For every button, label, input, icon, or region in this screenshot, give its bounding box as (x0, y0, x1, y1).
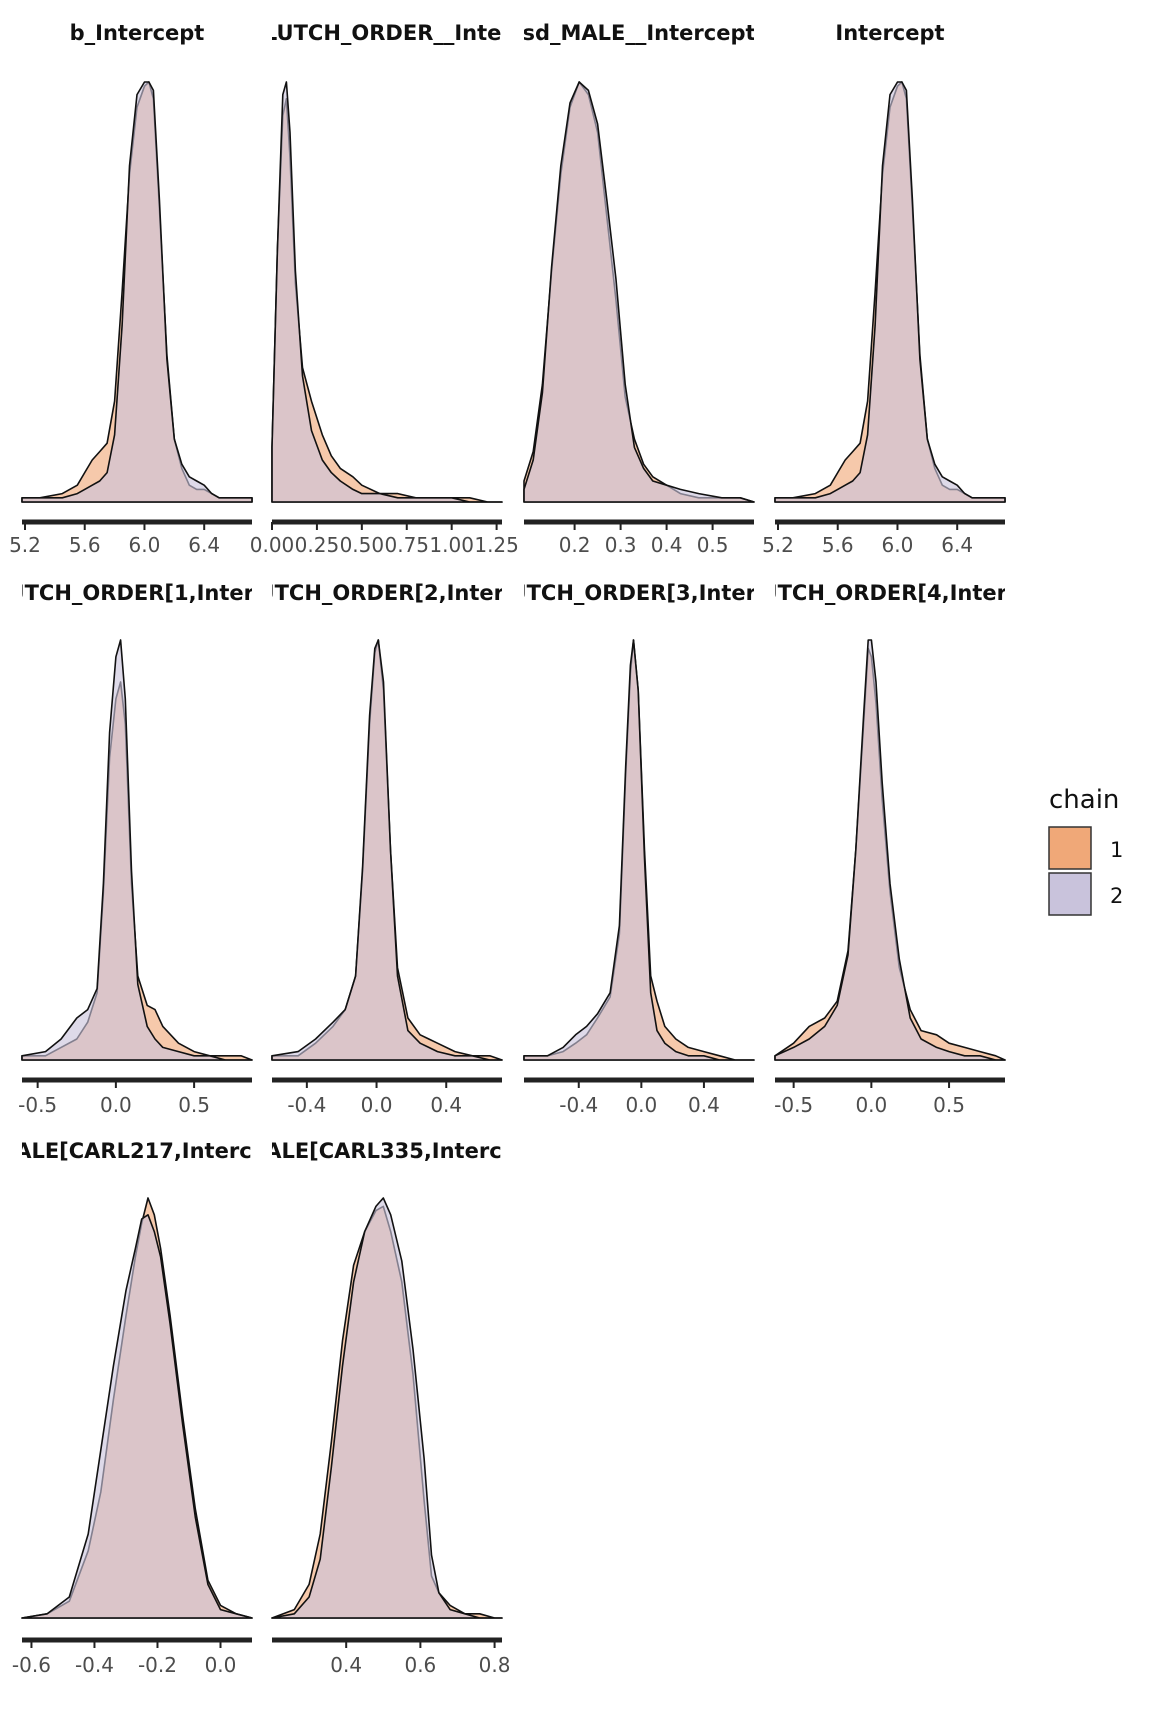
panel-title: sd_MALE__Intercept (522, 21, 755, 45)
x-tick-label: 0.5 (933, 1093, 965, 1117)
x-tick-label: 0.8 (479, 1653, 511, 1677)
x-tick-label: -0.4 (559, 1093, 598, 1117)
panel: r_CLUTCH_ORDER[4,Intercept] -0.5 0.0 0.5 (712, 581, 1069, 1117)
panel: r_CLUTCH_ORDER[2,Intercept] -0.4 0.0 0.4 (209, 581, 566, 1117)
density-chain-2 (523, 639, 755, 1061)
legend-label-chain-1: 1 (1110, 838, 1123, 862)
density-chain-2 (21, 1214, 253, 1619)
x-tick-label: 6.0 (882, 533, 914, 557)
x-tick-label: 0.4 (430, 1093, 462, 1117)
x-tick-label: 0.5 (178, 1093, 210, 1117)
x-tick-label: 1.00 (429, 533, 474, 557)
density-chain-2 (774, 639, 1006, 1061)
panel-title: b_Intercept (70, 21, 205, 45)
panel-title: r_MALE[CARL335,Intercept] (223, 1139, 550, 1163)
x-tick-label: 0.0 (855, 1093, 887, 1117)
legend-title: chain (1049, 785, 1119, 815)
legend-key-chain-2 (1048, 872, 1092, 916)
panel-title: r_CLUTCH_ORDER[1,Intercept] (0, 581, 315, 605)
panel: r_MALE[CARL335,Intercept] 0.4 0.6 0.8 (223, 1139, 550, 1677)
x-tick-label: 0.4 (688, 1093, 720, 1117)
x-tick-label: 5.2 (9, 533, 41, 557)
x-tick-label: 0.3 (605, 533, 637, 557)
x-tick-label: -0.2 (138, 1653, 177, 1677)
x-tick-label: 0.0 (205, 1653, 237, 1677)
x-tick-label: 0.50 (340, 533, 385, 557)
x-tick-label: 6.4 (941, 533, 973, 557)
density-chain-2 (774, 81, 1006, 503)
panel: b_Intercept 5.2 5.6 6.0 6.4 (9, 21, 253, 557)
x-tick-label: 0.0 (361, 1093, 393, 1117)
x-tick-label: 0.4 (330, 1653, 362, 1677)
panel: Intercept 5.2 5.6 6.0 6.4 (762, 21, 1006, 557)
x-tick-label: -0.4 (287, 1093, 326, 1117)
x-tick-label: 6.4 (188, 533, 220, 557)
x-tick-label: -0.6 (12, 1653, 51, 1677)
x-tick-label: 0.0 (625, 1093, 657, 1117)
panel-title: r_CLUTCH_ORDER[4,Intercept] (712, 581, 1069, 605)
panel-title: sd_CLUTCH_ORDER__Intercept (210, 21, 563, 45)
density-chain-2 (21, 639, 253, 1061)
density-chain-2 (21, 81, 253, 503)
legend-label-chain-2: 2 (1110, 884, 1123, 908)
x-tick-label: 0.4 (651, 533, 683, 557)
x-tick-label: 0.2 (559, 533, 591, 557)
panel: r_CLUTCH_ORDER[3,Intercept] -0.4 0.0 0.4 (461, 581, 818, 1117)
x-tick-label: 1.25 (474, 533, 519, 557)
x-tick-label: 5.2 (762, 533, 794, 557)
density-chain-2 (271, 81, 503, 503)
panel-title: Intercept (835, 21, 944, 45)
x-tick-label: 0.5 (697, 533, 729, 557)
x-tick-label: 5.6 (69, 533, 101, 557)
x-tick-label: 6.0 (129, 533, 161, 557)
panel: r_MALE[CARL217,Intercept] -0.6 -0.4 -0.2 0.0 (0, 1139, 301, 1677)
panel: r_CLUTCH_ORDER[1,Intercept] -0.5 0.0 0.5 (0, 581, 315, 1117)
x-tick-label: -0.5 (18, 1093, 57, 1117)
panel-title: r_CLUTCH_ORDER[3,Intercept] (461, 581, 818, 605)
x-tick-label: 5.6 (822, 533, 854, 557)
panel: sd_MALE__Intercept 0.2 0.3 0.4 0.5 (522, 21, 755, 557)
x-tick-label: 0.00 (250, 533, 295, 557)
legend: chain 1 2 (1048, 785, 1123, 916)
panel-title: r_CLUTCH_ORDER[2,Intercept] (209, 581, 566, 605)
legend-key-chain-1 (1048, 826, 1092, 870)
panel-title: r_MALE[CARL217,Intercept] (0, 1139, 301, 1163)
x-tick-label: 0.75 (385, 533, 430, 557)
x-tick-label: 0.25 (295, 533, 340, 557)
panel: sd_CLUTCH_ORDER__Intercept 0.00 0.25 0.50 0.… (210, 21, 563, 557)
x-tick-label: -0.5 (774, 1093, 813, 1117)
x-tick-label: 0.0 (100, 1093, 132, 1117)
density-chain-2 (271, 639, 503, 1061)
x-tick-label: 0.6 (404, 1653, 436, 1677)
x-tick-label: -0.4 (75, 1653, 114, 1677)
density-chain-2 (271, 1197, 503, 1619)
density-chain-2 (523, 81, 755, 503)
